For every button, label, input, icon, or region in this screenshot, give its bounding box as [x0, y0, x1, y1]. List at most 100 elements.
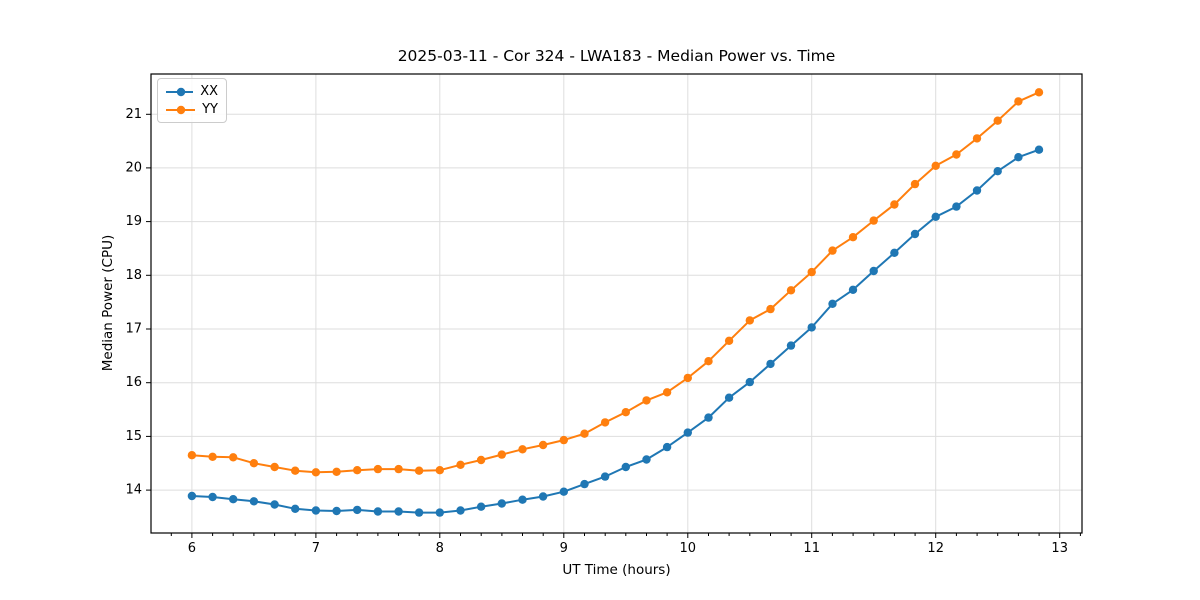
data-point-xx: [786, 341, 796, 350]
data-point-xx: [1034, 145, 1044, 154]
axes-spines: [150, 73, 1083, 534]
data-point-xx: [828, 299, 837, 308]
data-point-yy: [828, 246, 837, 255]
data-point-yy: [580, 429, 589, 438]
data-point-xx: [580, 479, 589, 489]
data-point-yy: [270, 462, 279, 472]
data-point-yy: [291, 466, 300, 475]
data-point-yy: [311, 468, 321, 477]
data-point-yy: [229, 453, 238, 462]
y-tick-label: 14: [125, 483, 142, 498]
legend-line-marker-icon: [166, 105, 196, 114]
data-point-xx: [518, 495, 527, 504]
x-tick-label: 7: [312, 541, 320, 556]
y-tick-label: 19: [125, 214, 142, 229]
data-point-xx: [724, 393, 734, 402]
data-point-yy: [642, 396, 651, 405]
data-point-xx: [497, 499, 506, 508]
x-tick-label: 10: [680, 541, 697, 556]
data-point-yy: [683, 373, 692, 383]
data-point-xx: [249, 497, 259, 506]
data-point-xx: [456, 506, 465, 515]
data-point-xx: [394, 507, 403, 516]
data-point-xx: [993, 167, 1002, 176]
y-tick-label: 20: [125, 160, 142, 175]
data-point-yy: [353, 466, 362, 475]
data-point-yy: [807, 267, 816, 277]
data-point-xx: [270, 500, 279, 509]
data-point-xx: [414, 508, 424, 517]
y-axis-label: Median Power (CPU): [100, 234, 116, 372]
legend-label-xx: XX: [200, 84, 218, 99]
data-point-yy: [766, 304, 775, 314]
y-tick-label: 17: [125, 322, 142, 337]
data-point-xx: [910, 229, 920, 239]
data-point-yy: [848, 233, 858, 242]
legend: XX YY: [157, 78, 227, 123]
data-point-yy: [890, 200, 899, 209]
y-tick-label: 16: [125, 375, 142, 390]
data-point-yy: [249, 459, 259, 468]
x-tick-label: 11: [803, 541, 820, 556]
data-point-yy: [952, 150, 961, 159]
data-point-xx: [229, 495, 238, 504]
data-point-yy: [972, 134, 982, 143]
data-point-yy: [435, 466, 444, 475]
data-point-xx: [807, 323, 816, 332]
data-point-xx: [972, 186, 982, 195]
x-tick-label: 13: [1051, 541, 1068, 556]
series-line-yy: [190, 91, 1040, 474]
data-point-xx: [766, 359, 775, 369]
data-point-xx: [208, 492, 217, 502]
data-point-yy: [394, 464, 403, 474]
data-point-yy: [208, 452, 217, 461]
data-point-yy: [373, 464, 383, 474]
data-point-yy: [497, 450, 506, 459]
data-point-yy: [414, 466, 424, 475]
data-point-xx: [869, 266, 878, 276]
y-tick-label: 18: [125, 268, 142, 283]
data-point-xx: [600, 472, 610, 481]
data-point-xx: [662, 442, 672, 452]
data-point-yy: [869, 216, 878, 225]
data-point-xx: [931, 212, 940, 221]
y-tick-label: 21: [125, 107, 142, 122]
data-point-yy: [931, 161, 940, 170]
data-point-yy: [704, 357, 713, 366]
data-point-xx: [704, 413, 713, 422]
data-point-xx: [1014, 153, 1023, 162]
x-tick-label: 9: [560, 541, 568, 556]
data-point-xx: [745, 377, 754, 387]
legend-line-marker-icon: [166, 87, 194, 96]
chart-title: 2025-03-11 - Cor 324 - LWA183 - Median P…: [397, 47, 836, 65]
data-point-yy: [662, 388, 672, 397]
y-tick-label: 15: [125, 429, 142, 444]
data-point-yy: [621, 408, 630, 417]
x-tick-label: 6: [188, 541, 196, 556]
data-point-xx: [621, 462, 630, 472]
data-point-xx: [538, 492, 548, 501]
x-tick-label: 12: [927, 541, 944, 556]
data-point-yy: [786, 286, 796, 295]
data-point-yy: [187, 451, 197, 460]
data-point-xx: [353, 505, 362, 515]
data-point-xx: [848, 285, 858, 294]
data-point-xx: [890, 248, 899, 257]
legend-item-xx: XX: [165, 85, 218, 98]
data-point-xx: [373, 507, 383, 516]
data-point-xx: [311, 506, 321, 515]
data-point-yy: [1034, 88, 1044, 97]
data-point-xx: [559, 487, 568, 496]
data-point-yy: [538, 440, 548, 450]
data-point-yy: [600, 418, 610, 427]
data-point-xx: [435, 508, 444, 517]
data-point-yy: [559, 435, 568, 445]
data-point-xx: [642, 455, 651, 464]
data-point-yy: [518, 445, 527, 454]
legend-item-yy: YY: [165, 103, 218, 116]
data-point-xx: [291, 504, 300, 513]
data-point-yy: [456, 460, 465, 469]
data-point-xx: [332, 506, 341, 516]
